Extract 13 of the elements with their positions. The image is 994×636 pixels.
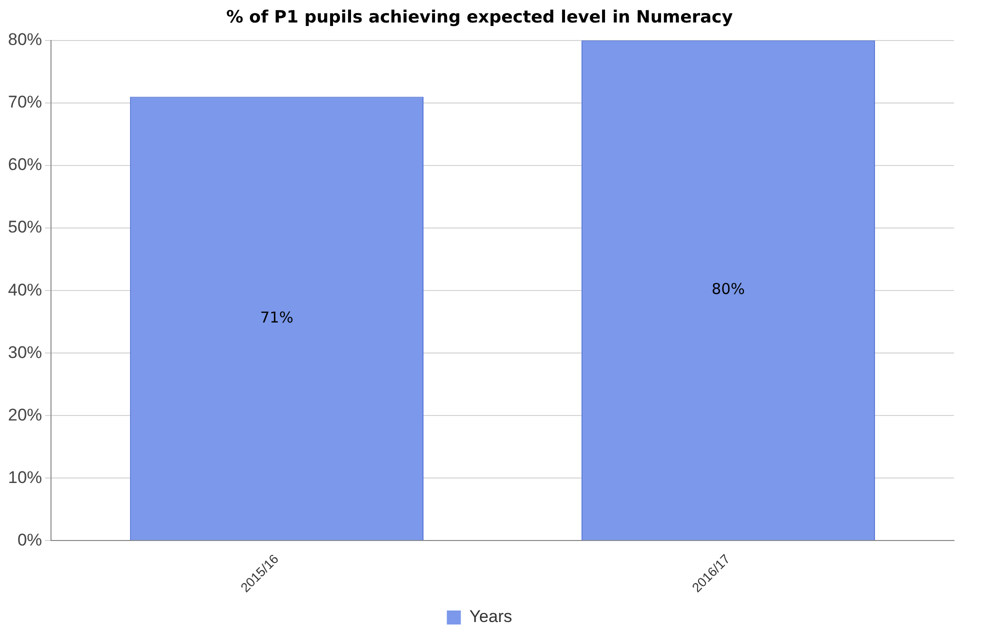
y-tick-label: 70% xyxy=(8,92,42,112)
data-label: 80% xyxy=(712,280,745,298)
y-tick-label: 40% xyxy=(8,280,42,300)
y-tick-label: 60% xyxy=(8,155,42,174)
y-tick-label: 50% xyxy=(8,218,42,237)
data-label: 71% xyxy=(260,308,294,326)
y-tick-label: 10% xyxy=(8,468,42,487)
legend-label: Years xyxy=(469,607,512,626)
y-tick-label: 30% xyxy=(8,342,42,362)
y-tick-label: 0% xyxy=(17,530,42,550)
y-tick-label: 80% xyxy=(8,30,42,50)
y-tick-label: 20% xyxy=(8,405,42,424)
chart-title: % of P1 pupils achieving expected level in Numeracy xyxy=(226,8,733,28)
